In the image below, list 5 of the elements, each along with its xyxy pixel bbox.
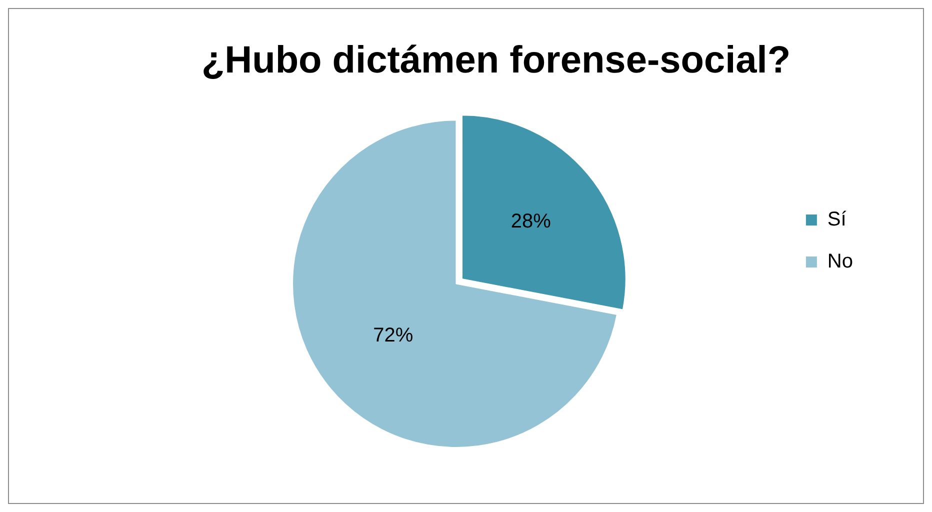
- data-label: 72%: [373, 324, 414, 346]
- data-label: 28%: [510, 210, 552, 233]
- legend-label: Sí: [827, 208, 847, 231]
- chart-title: ¿Hubo dictámen forense-social?: [201, 39, 791, 82]
- legend-label: No: [827, 250, 854, 273]
